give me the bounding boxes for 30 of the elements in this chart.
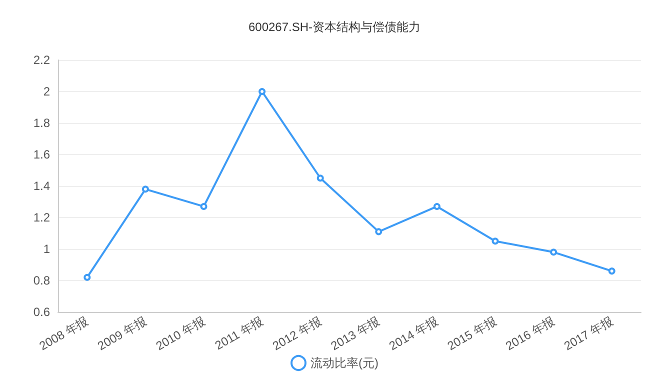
x-tick-label: 2010 年报 xyxy=(153,314,208,354)
x-tick-label: 2009 年报 xyxy=(95,314,149,354)
point xyxy=(550,248,558,256)
point xyxy=(142,186,149,193)
x-tick-label: 2012 年报 xyxy=(270,314,324,354)
point xyxy=(258,88,266,95)
point xyxy=(375,228,382,236)
y-tick-label: 0.8 xyxy=(33,274,50,288)
y-tick-label: 1.4 xyxy=(33,179,50,193)
point xyxy=(608,268,616,275)
x-tick-label: 2013 年报 xyxy=(328,314,382,354)
x-tick-label: 2016 年报 xyxy=(503,314,558,354)
point xyxy=(84,274,91,281)
x-tick-label: 2014 年报 xyxy=(386,314,440,354)
x-tick-label: 2011 年报 xyxy=(212,314,266,353)
legend-label: 流动比率(元) xyxy=(310,356,379,370)
point xyxy=(492,238,499,245)
y-tick-label: 1.6 xyxy=(33,148,50,162)
y-tick-label: 2.2 xyxy=(33,53,50,67)
point xyxy=(433,202,440,210)
y-tick-label: 1 xyxy=(43,242,50,256)
point xyxy=(200,202,208,210)
y-tick-label: 2 xyxy=(43,84,50,98)
x-tick-label: 2015 年报 xyxy=(444,314,499,354)
x-tick-label: 2017 年报 xyxy=(562,314,616,354)
chart-title: 600267.SH-资本结构与偿债能力 xyxy=(248,20,421,34)
y-tick-label: 0.6 xyxy=(33,305,50,319)
point xyxy=(316,174,324,182)
y-tick-label: 1.8 xyxy=(33,116,50,130)
y-tick-label: 1.2 xyxy=(33,210,50,224)
